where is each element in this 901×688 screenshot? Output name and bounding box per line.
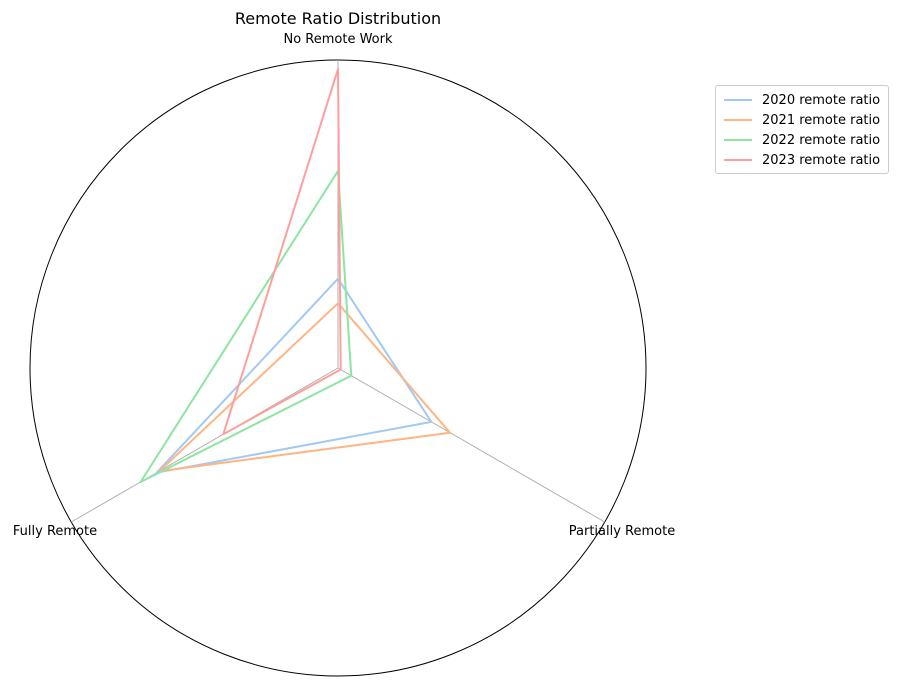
legend-swatch bbox=[724, 99, 752, 101]
legend-label: 2022 remote ratio bbox=[762, 132, 881, 148]
axis-label-1: Partially Remote bbox=[569, 524, 675, 539]
axis-label-0: No Remote Work bbox=[283, 32, 392, 47]
legend-item-1: 2020 remote ratio bbox=[724, 90, 888, 110]
chart-title: Remote Ratio Distribution bbox=[235, 9, 441, 28]
legend-swatch bbox=[724, 139, 752, 141]
series-line-4 bbox=[222, 68, 342, 436]
legend-label: 2021 remote ratio bbox=[762, 112, 881, 128]
radar-series bbox=[139, 68, 451, 483]
series-line-1 bbox=[155, 277, 433, 474]
radar-grid bbox=[29, 59, 647, 677]
legend-item-2: 2021 remote ratio bbox=[724, 110, 888, 130]
series-line-3 bbox=[139, 169, 353, 483]
chart-legend: 2020 remote ratio 2021 remote ratio 2022 r… bbox=[715, 85, 889, 174]
axis-label-2: Fully Remote bbox=[13, 524, 97, 539]
legend-label: 2020 remote ratio bbox=[762, 92, 881, 108]
legend-swatch bbox=[724, 159, 752, 161]
legend-swatch bbox=[724, 119, 752, 121]
legend-item-3: 2022 remote ratio bbox=[724, 130, 888, 150]
legend-label: 2023 remote ratio bbox=[762, 152, 881, 168]
legend-item-4: 2023 remote ratio bbox=[724, 150, 888, 170]
axis-labels: No Remote Work Partially Remote Fully Remo… bbox=[13, 32, 675, 539]
radar-spoke-1 bbox=[337, 367, 605, 523]
series-line-2 bbox=[158, 302, 451, 473]
radar-spoke-2 bbox=[71, 367, 339, 523]
